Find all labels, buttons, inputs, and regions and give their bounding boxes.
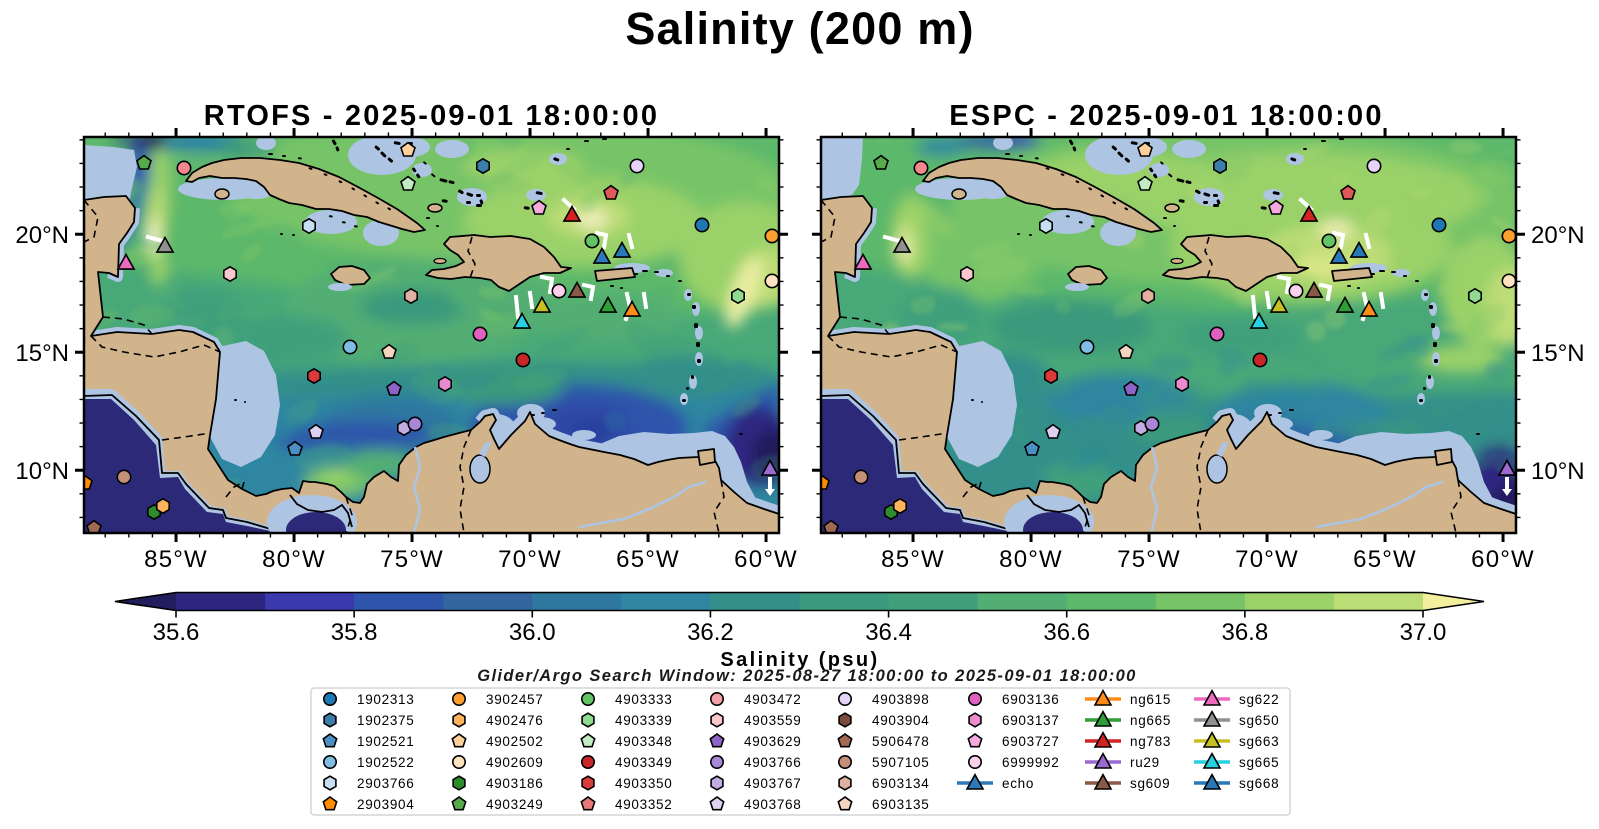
svg-text:36.2: 36.2 [687,619,734,646]
svg-text:5906478: 5906478 [872,734,929,749]
svg-text:1902313: 1902313 [357,692,414,707]
svg-text:sg668: sg668 [1239,776,1279,791]
svg-text:6903727: 6903727 [1002,734,1059,749]
svg-text:2903766: 2903766 [357,776,414,791]
svg-text:4903350: 4903350 [615,776,672,791]
svg-text:85°W: 85°W [881,546,945,573]
svg-text:3902457: 3902457 [486,692,543,707]
svg-text:4903767: 4903767 [744,776,801,791]
svg-text:5907105: 5907105 [872,755,929,770]
svg-text:35.6: 35.6 [153,619,200,646]
svg-text:4903186: 4903186 [486,776,543,791]
svg-text:2903904: 2903904 [357,797,414,812]
svg-text:10°N: 10°N [15,458,69,485]
svg-text:4902502: 4902502 [486,734,543,749]
svg-text:6903135: 6903135 [872,797,929,812]
svg-text:Salinity (200 m): Salinity (200 m) [625,3,974,54]
svg-text:6903136: 6903136 [1002,692,1059,707]
svg-text:ru29: ru29 [1130,755,1160,770]
svg-text:36.8: 36.8 [1221,619,1268,646]
svg-text:65°W: 65°W [616,546,680,573]
svg-text:RTOFS - 2025-09-01 18:00:00: RTOFS - 2025-09-01 18:00:00 [204,100,659,132]
svg-text:sg650: sg650 [1239,713,1279,728]
svg-text:75°W: 75°W [1117,546,1181,573]
svg-text:80°W: 80°W [262,546,326,573]
svg-text:sg622: sg622 [1239,692,1279,707]
svg-text:4903349: 4903349 [615,755,672,770]
svg-text:ng783: ng783 [1130,734,1171,749]
svg-text:sg665: sg665 [1239,755,1279,770]
svg-text:Salinity (psu): Salinity (psu) [720,649,879,671]
svg-text:15°N: 15°N [15,340,69,367]
svg-text:4903766: 4903766 [744,755,801,770]
svg-text:1902375: 1902375 [357,713,414,728]
svg-text:echo: echo [1002,776,1034,791]
svg-text:4903352: 4903352 [615,797,672,812]
svg-text:10°N: 10°N [1531,458,1585,485]
svg-text:36.0: 36.0 [509,619,556,646]
svg-text:70°W: 70°W [498,546,562,573]
svg-text:6903137: 6903137 [1002,713,1059,728]
svg-text:4903348: 4903348 [615,734,672,749]
svg-text:4903904: 4903904 [872,713,929,728]
svg-text:sg609: sg609 [1130,776,1170,791]
svg-text:6999992: 6999992 [1002,755,1059,770]
svg-text:80°W: 80°W [999,546,1063,573]
svg-text:6903134: 6903134 [872,776,929,791]
svg-text:20°N: 20°N [1531,222,1585,249]
svg-text:4903629: 4903629 [744,734,801,749]
svg-text:1902521: 1902521 [357,734,414,749]
svg-text:1902522: 1902522 [357,755,414,770]
svg-text:4903559: 4903559 [744,713,801,728]
svg-text:4902609: 4902609 [486,755,543,770]
svg-text:4903472: 4903472 [744,692,801,707]
svg-text:36.6: 36.6 [1043,619,1090,646]
svg-text:70°W: 70°W [1235,546,1299,573]
svg-text:ESPC - 2025-09-01 18:00:00: ESPC - 2025-09-01 18:00:00 [949,100,1383,132]
svg-text:60°W: 60°W [734,546,798,573]
svg-text:35.8: 35.8 [331,619,378,646]
svg-text:37.0: 37.0 [1400,619,1447,646]
svg-text:ng615: ng615 [1130,692,1171,707]
svg-text:4903333: 4903333 [615,692,672,707]
svg-text:20°N: 20°N [15,222,69,249]
svg-text:65°W: 65°W [1353,546,1417,573]
svg-text:4902476: 4902476 [486,713,543,728]
svg-text:4903898: 4903898 [872,692,929,707]
svg-text:sg663: sg663 [1239,734,1279,749]
svg-text:Glider/Argo Search Window: 202: Glider/Argo Search Window: 2025-08-27 18… [477,667,1137,685]
svg-text:85°W: 85°W [144,546,208,573]
svg-text:4903768: 4903768 [744,797,801,812]
svg-text:36.4: 36.4 [865,619,912,646]
svg-text:75°W: 75°W [380,546,444,573]
svg-text:ng665: ng665 [1130,713,1171,728]
svg-text:4903339: 4903339 [615,713,672,728]
svg-text:60°W: 60°W [1471,546,1535,573]
svg-text:4903249: 4903249 [486,797,543,812]
svg-text:15°N: 15°N [1531,340,1585,367]
